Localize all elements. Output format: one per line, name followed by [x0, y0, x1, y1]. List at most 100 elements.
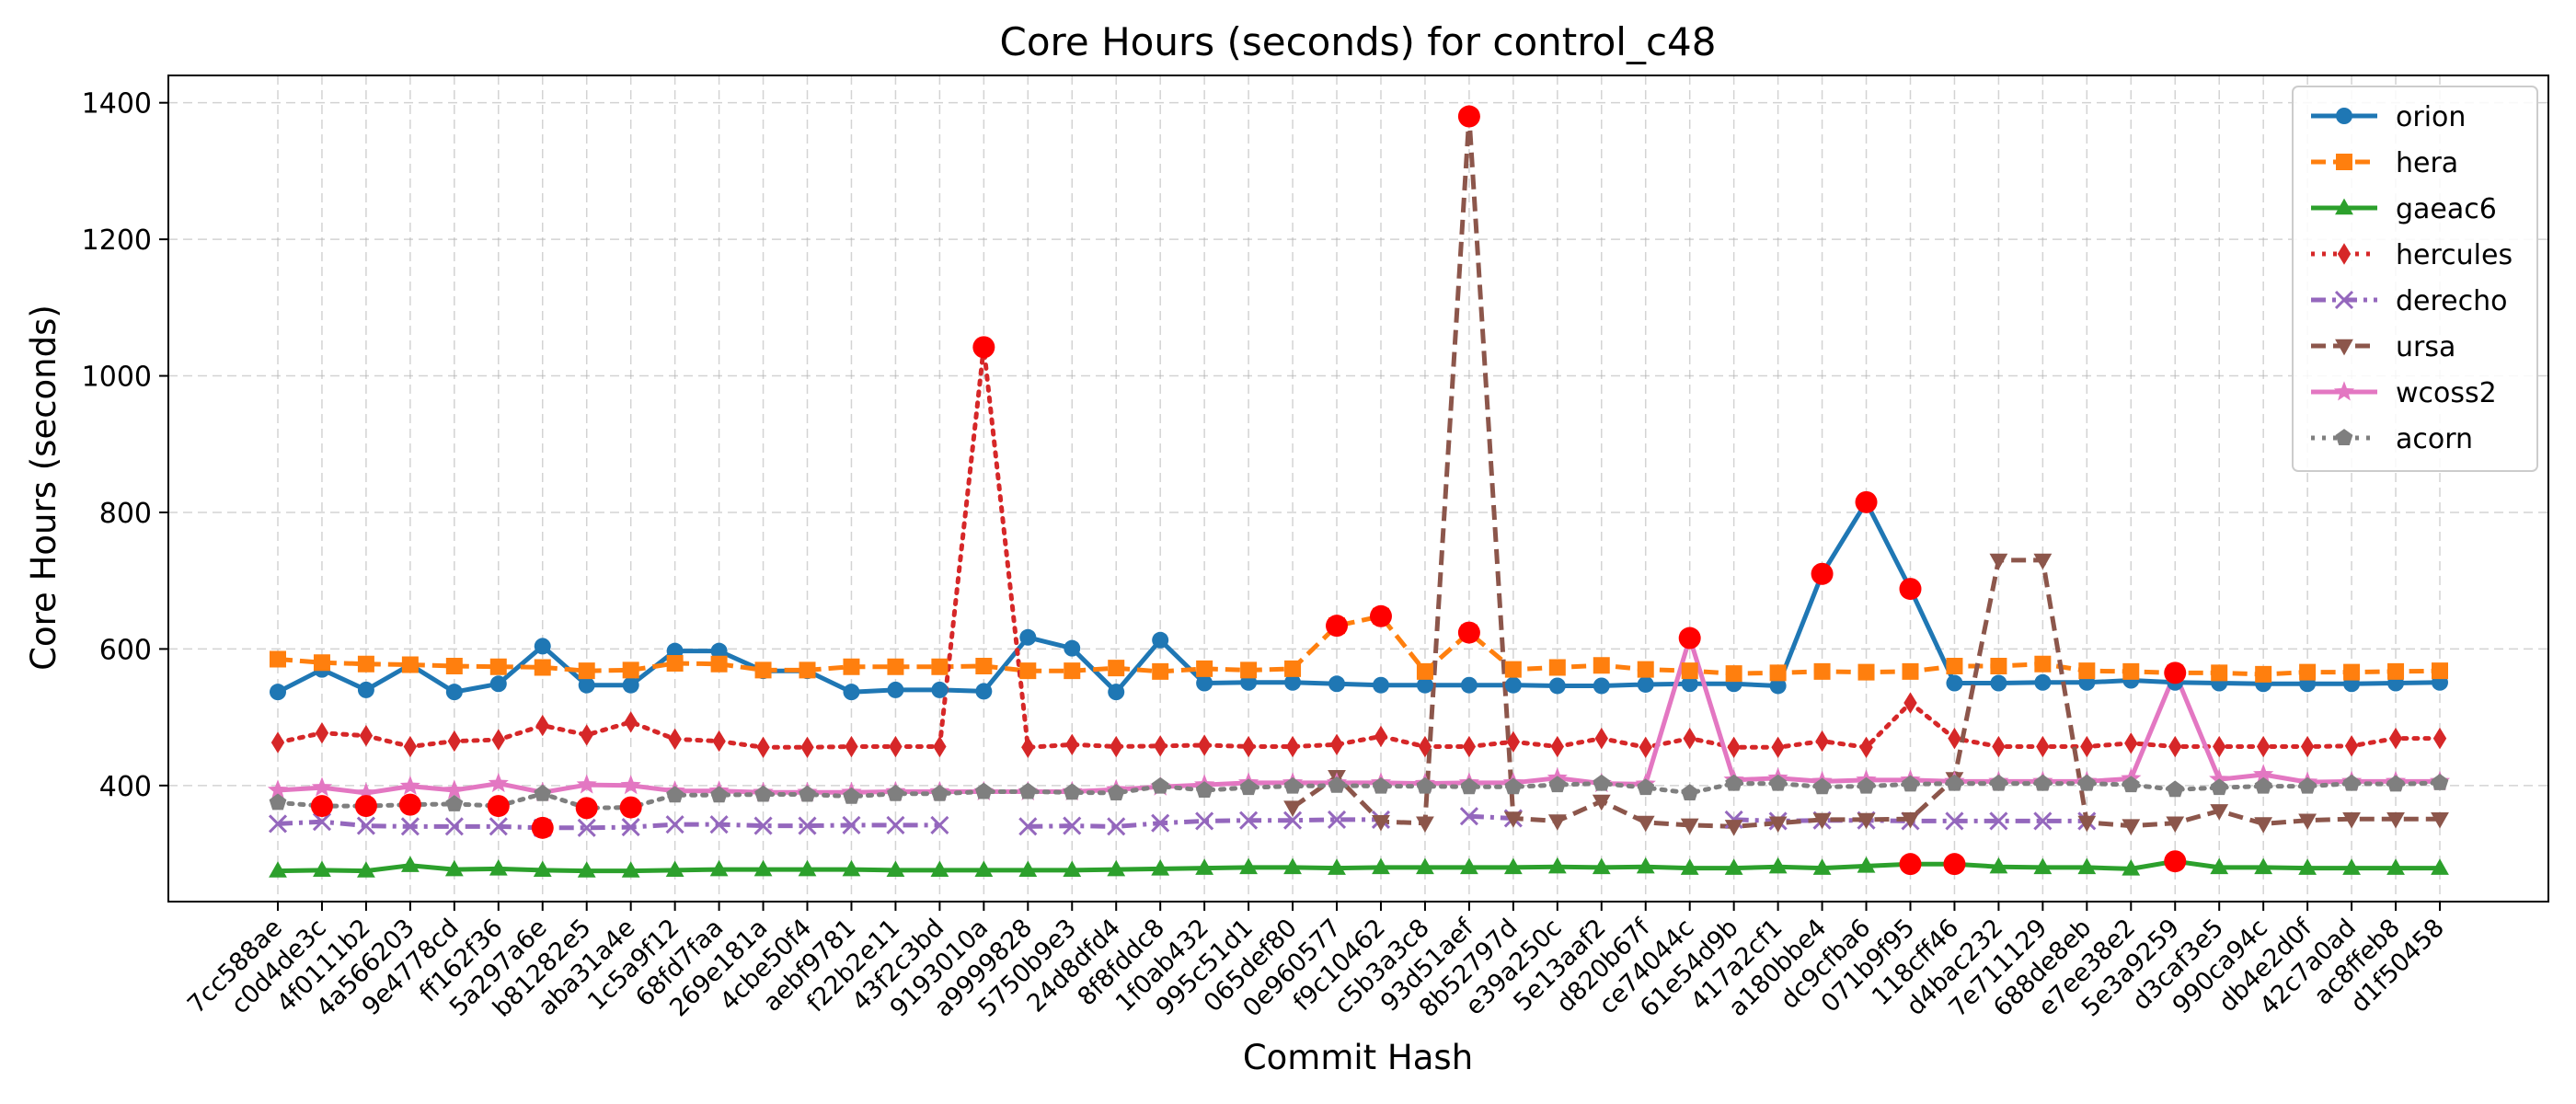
highlight-point [354, 795, 377, 818]
data-point-hercules [712, 730, 726, 753]
data-point-gaeac6 [1680, 858, 1699, 875]
data-point-hera [1416, 662, 1433, 680]
data-point-derecho [356, 816, 375, 835]
data-point-hercules [1241, 735, 1256, 758]
data-point-gaeac6 [313, 860, 331, 878]
data-point-acorn [2431, 774, 2449, 790]
data-point-hercules [1418, 735, 1432, 758]
data-point-ursa [1680, 818, 1699, 835]
data-point-hercules [1506, 730, 1521, 753]
data-point-acorn [2254, 776, 2272, 794]
data-point-ursa [2122, 819, 2141, 835]
data-point-ursa [1812, 812, 1832, 830]
data-point-hercules [491, 729, 505, 751]
data-point-ursa [1592, 794, 1611, 811]
data-point-derecho [798, 816, 817, 835]
data-point-wcoss2 [399, 775, 420, 795]
data-point-hercules [403, 735, 418, 758]
data-point-gaeac6 [1151, 859, 1170, 876]
legend-label-hercules: hercules [2396, 239, 2513, 271]
highlight-point [1855, 490, 1878, 513]
data-point-acorn [1990, 774, 2007, 791]
series-line-hercules [275, 344, 2443, 750]
data-point-derecho [665, 815, 684, 834]
data-point-acorn [2298, 776, 2317, 794]
data-point-hera [1504, 661, 1522, 678]
data-point-hera [2122, 662, 2140, 680]
data-point-ursa [2431, 812, 2449, 829]
data-point-gaeac6 [2431, 858, 2449, 875]
data-point-hera [710, 655, 728, 673]
data-point-gaeac6 [2386, 858, 2405, 875]
data-point-gaeac6 [1592, 857, 1611, 875]
highlight-point [1811, 562, 1834, 585]
data-point-derecho [1239, 811, 1259, 830]
legend-box [2292, 86, 2538, 472]
highlight-point [310, 795, 333, 818]
data-point-hercules [1021, 736, 1035, 758]
data-point-wcoss2 [2209, 768, 2230, 788]
data-point-hera [578, 662, 595, 680]
data-point-hercules [1197, 734, 1212, 756]
data-point-ursa [1857, 812, 1876, 830]
highlight-point [1326, 615, 1349, 638]
highlight-point [619, 796, 642, 819]
highlight-point [1678, 627, 1701, 650]
data-point-ursa [2077, 815, 2097, 833]
data-point-hera [666, 654, 684, 672]
data-point-acorn [1637, 778, 1655, 796]
data-point-acorn [1018, 782, 1037, 799]
data-point-hercules [2388, 727, 2403, 750]
data-point-hercules [1948, 727, 1961, 750]
data-point-acorn [2342, 774, 2361, 791]
data-point-gaeac6 [400, 856, 420, 872]
data-point-hercules [270, 731, 285, 753]
data-point-gaeac6 [842, 859, 861, 877]
data-point-orion [1946, 674, 1963, 692]
data-point-hera [2255, 665, 2272, 683]
data-point-hera [1108, 660, 1125, 677]
legend-marker-wcoss2 [2333, 381, 2355, 401]
data-point-hera [2034, 655, 2052, 673]
data-point-hercules [1462, 735, 1477, 758]
data-point-gaeac6 [621, 861, 640, 878]
data-point-hercules [1374, 725, 1388, 748]
data-point-acorn [1195, 781, 1213, 798]
data-point-derecho [312, 812, 332, 832]
data-point-hera [1637, 661, 1654, 678]
series-line-gaeac6 [277, 858, 2440, 874]
data-point-hercules [668, 728, 682, 751]
data-point-gaeac6 [444, 859, 464, 877]
data-point-hera [1813, 662, 1831, 680]
data-point-gaeac6 [1063, 860, 1082, 878]
data-point-orion [357, 681, 374, 698]
y-axis-label: Core Hours (seconds) [24, 305, 63, 671]
legend-label-hera: hera [2396, 147, 2458, 179]
data-point-acorn [1416, 776, 1434, 794]
data-point-hercules [1550, 735, 1565, 758]
data-point-gaeac6 [1503, 857, 1523, 875]
legend-label-wcoss2: wcoss2 [2396, 377, 2497, 409]
data-point-gaeac6 [2298, 858, 2317, 875]
y-axis-ticks: 400 600 800 1000 1200 1400 [82, 88, 168, 803]
data-point-ursa [1372, 814, 1390, 832]
data-point-orion [887, 681, 904, 698]
data-point-derecho [400, 817, 420, 836]
data-point-gaeac6 [577, 861, 596, 878]
data-point-ursa [1636, 815, 1655, 833]
data-point-derecho [1945, 811, 1964, 831]
highlight-point [1457, 621, 1480, 644]
data-point-gaeac6 [2033, 857, 2053, 875]
data-point-gaeac6 [1989, 857, 2008, 874]
data-point-hera [622, 661, 639, 679]
data-point-hercules [2300, 735, 2315, 758]
data-point-gaeac6 [1107, 859, 1126, 877]
data-point-orion [270, 684, 286, 701]
data-point-hercules [800, 736, 814, 758]
legend-label-acorn: acorn [2396, 423, 2473, 455]
data-point-derecho [1018, 817, 1038, 836]
data-point-orion [710, 642, 728, 660]
data-point-hera [2432, 662, 2448, 680]
highlight-point [398, 793, 421, 816]
